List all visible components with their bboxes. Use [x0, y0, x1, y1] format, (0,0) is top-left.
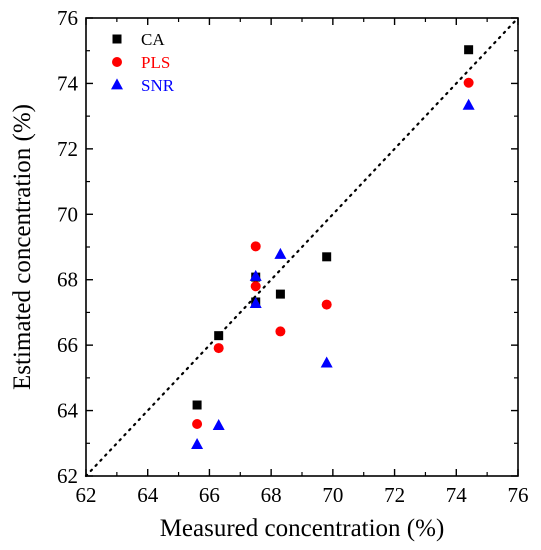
y-tick-label: 74	[57, 71, 79, 95]
data-point-ca	[214, 331, 224, 341]
x-tick-label: 62	[76, 483, 97, 507]
y-tick-label: 76	[57, 6, 78, 30]
legend: CA PLS SNR	[111, 30, 175, 95]
data-point-ca	[322, 252, 332, 262]
x-tick-label: 64	[137, 483, 159, 507]
y-tick-label: 68	[57, 268, 78, 292]
legend-marker-ca	[112, 34, 122, 44]
data-point-ca	[192, 400, 202, 410]
x-tick-label: 72	[384, 483, 405, 507]
legend-label-pls: PLS	[141, 53, 170, 72]
y-axis-title: Estimated concentration (%)	[9, 104, 36, 390]
x-tick-label: 74	[446, 483, 468, 507]
y-tick-label: 64	[57, 399, 79, 423]
data-points	[191, 45, 475, 449]
x-tick-label: 76	[508, 483, 529, 507]
data-point-pls	[192, 418, 203, 429]
data-point-ca	[275, 289, 285, 299]
data-point-pls	[463, 77, 474, 88]
data-point-snr	[249, 269, 262, 281]
data-point-pls	[250, 281, 261, 292]
y-tick-label: 66	[57, 333, 78, 357]
reference-line	[84, 16, 520, 478]
data-point-snr	[249, 296, 262, 308]
legend-marker-snr	[111, 78, 123, 90]
data-point-snr	[274, 247, 287, 259]
data-point-pls	[213, 343, 224, 354]
data-point-pls	[250, 241, 261, 252]
data-point-pls	[321, 299, 332, 310]
x-tick-label: 70	[322, 483, 343, 507]
legend-marker-pls	[112, 57, 122, 67]
reference-line-layer	[84, 16, 520, 478]
y-tick-label: 72	[57, 137, 78, 161]
data-point-ca	[464, 45, 474, 55]
y-tick-label: 70	[57, 202, 78, 226]
data-point-snr	[191, 437, 204, 449]
x-axis-title: Measured concentration (%)	[160, 515, 445, 542]
data-point-snr	[212, 419, 225, 431]
legend-label-ca: CA	[141, 30, 165, 49]
axes: 62 64 66 68 70 72 74 76 62 64 66 68 70 72 74 76	[57, 6, 529, 507]
data-point-snr	[462, 98, 475, 110]
x-tick-label: 68	[261, 483, 282, 507]
y-tick-label: 62	[57, 464, 78, 488]
legend-label-snr: SNR	[141, 76, 175, 95]
data-point-pls	[275, 326, 286, 337]
data-point-snr	[320, 356, 333, 368]
x-tick-label: 66	[199, 483, 220, 507]
